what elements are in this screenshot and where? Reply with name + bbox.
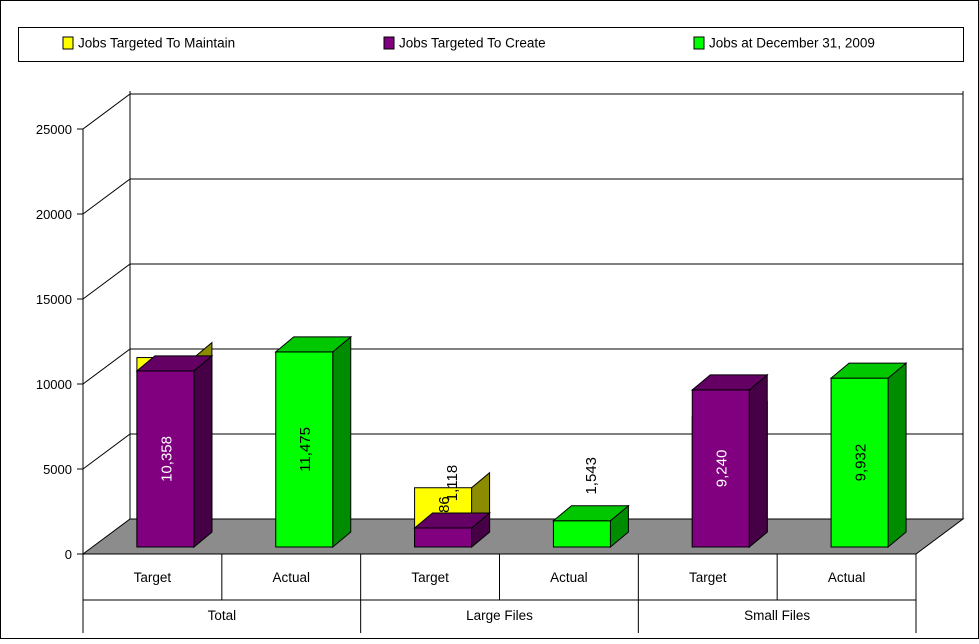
category-label: Target xyxy=(134,570,172,585)
legend-swatch xyxy=(62,36,74,50)
bar-top xyxy=(135,355,214,372)
bar-top xyxy=(552,505,630,522)
bar-top xyxy=(829,362,908,379)
bar-segment xyxy=(552,520,611,548)
legend-box xyxy=(18,27,964,62)
bar-side xyxy=(332,335,352,549)
bar-segment xyxy=(830,377,889,548)
category-label: Target xyxy=(689,570,727,585)
group-label: Total xyxy=(208,608,237,623)
legend-swatch xyxy=(383,36,395,50)
group-label: Small Files xyxy=(744,608,810,623)
data-label: 10,358 xyxy=(158,436,175,482)
side-gridline xyxy=(82,263,131,300)
side-gridline xyxy=(82,433,131,470)
bar-segment xyxy=(275,351,334,548)
bar-segment xyxy=(136,370,195,548)
data-label: 9,240 xyxy=(714,450,731,488)
data-label: 1,543 xyxy=(583,457,600,495)
legend-swatch xyxy=(693,36,705,50)
bar-side xyxy=(887,362,907,549)
y-tick-label: 15000 xyxy=(36,292,72,307)
y-tick-label: 25000 xyxy=(36,122,72,137)
legend-label: Jobs Targeted To Maintain xyxy=(78,36,235,51)
category-label: Target xyxy=(411,570,449,585)
legend-label: Jobs Targeted To Create xyxy=(399,36,546,51)
data-label: 11,475 xyxy=(297,427,314,472)
side-gridline xyxy=(82,348,131,385)
y-tick-label: 0 xyxy=(65,547,72,562)
category-label: Actual xyxy=(272,570,310,585)
bar-segment xyxy=(414,527,473,548)
y-tick-label: 10000 xyxy=(36,377,72,392)
bar-segment xyxy=(691,389,750,548)
bar-top xyxy=(274,336,353,353)
bar-side xyxy=(193,354,213,549)
y-tick-label: 20000 xyxy=(36,207,72,222)
legend-label: Jobs at December 31, 2009 xyxy=(709,36,875,51)
group-label: Large Files xyxy=(466,608,533,623)
data-label: 1,118 xyxy=(444,465,461,501)
side-gridline xyxy=(82,178,131,215)
y-tick-label: 5000 xyxy=(43,462,72,477)
category-label: Actual xyxy=(550,570,588,585)
bar-top xyxy=(690,374,769,391)
category-label: Actual xyxy=(828,570,866,585)
bar-side xyxy=(748,373,768,549)
side-gridline xyxy=(82,93,131,130)
data-label: 9,932 xyxy=(853,444,870,482)
bar-top xyxy=(413,512,491,529)
